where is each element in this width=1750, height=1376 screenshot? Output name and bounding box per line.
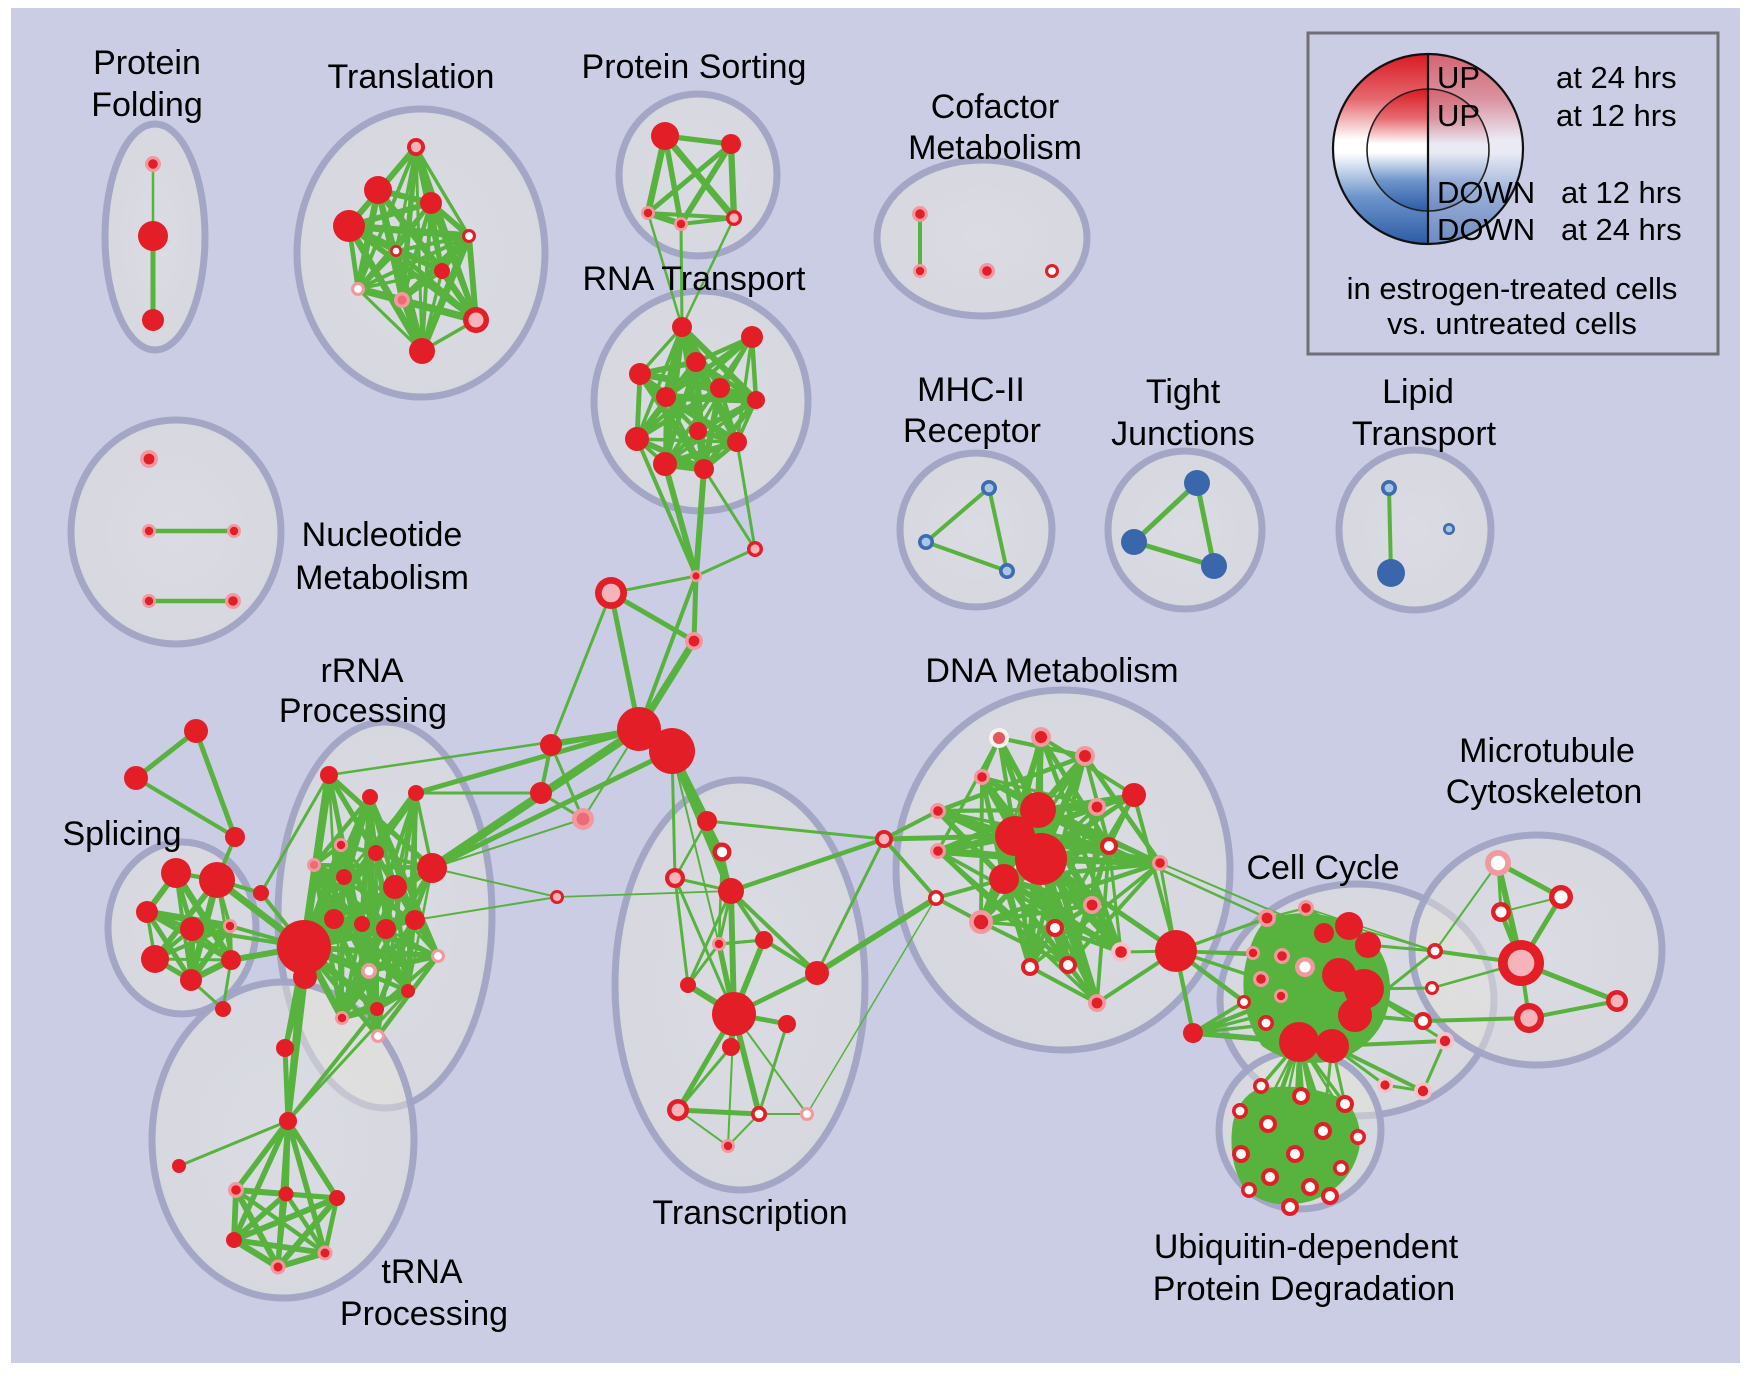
svg-text:DOWN: DOWN xyxy=(1437,212,1535,247)
svg-text:Cytoskeleton: Cytoskeleton xyxy=(1446,773,1643,811)
svg-text:Tight: Tight xyxy=(1146,373,1221,411)
svg-text:at 24 hrs: at 24 hrs xyxy=(1561,212,1682,247)
svg-text:UP: UP xyxy=(1437,98,1480,133)
svg-text:Protein Sorting: Protein Sorting xyxy=(582,48,807,86)
svg-text:Metabolism: Metabolism xyxy=(295,559,469,597)
svg-text:Cell Cycle: Cell Cycle xyxy=(1246,849,1399,887)
svg-text:Protein Degradation: Protein Degradation xyxy=(1153,1270,1455,1308)
svg-text:Translation: Translation xyxy=(328,58,495,96)
svg-text:DOWN: DOWN xyxy=(1437,175,1535,210)
svg-text:Folding: Folding xyxy=(91,86,203,124)
svg-text:Nucleotide: Nucleotide xyxy=(302,516,463,554)
svg-text:at 12 hrs: at 12 hrs xyxy=(1556,98,1677,133)
svg-text:DNA Metabolism: DNA Metabolism xyxy=(925,652,1178,690)
svg-text:Splicing: Splicing xyxy=(62,815,181,853)
svg-text:tRNA: tRNA xyxy=(381,1253,463,1291)
svg-text:UP: UP xyxy=(1437,60,1480,95)
svg-text:Receptor: Receptor xyxy=(903,412,1041,450)
svg-text:Cofactor: Cofactor xyxy=(931,88,1060,126)
svg-text:in estrogen-treated cells: in estrogen-treated cells xyxy=(1347,271,1678,306)
svg-text:Metabolism: Metabolism xyxy=(908,129,1082,167)
svg-text:Junctions: Junctions xyxy=(1111,415,1255,453)
svg-text:at 24 hrs: at 24 hrs xyxy=(1556,60,1677,95)
svg-text:Transport: Transport xyxy=(1352,415,1497,453)
svg-text:Processing: Processing xyxy=(340,1295,508,1333)
svg-text:RNA Transport: RNA Transport xyxy=(583,260,807,298)
svg-text:Transcription: Transcription xyxy=(652,1194,847,1232)
svg-text:MHC-II: MHC-II xyxy=(917,371,1025,409)
svg-text:Lipid: Lipid xyxy=(1382,373,1454,411)
svg-text:at 12 hrs: at 12 hrs xyxy=(1561,175,1682,210)
svg-text:Ubiquitin-dependent: Ubiquitin-dependent xyxy=(1154,1228,1459,1266)
svg-text:vs. untreated cells: vs. untreated cells xyxy=(1387,306,1637,341)
svg-text:Microtubule: Microtubule xyxy=(1459,732,1635,770)
svg-text:Processing: Processing xyxy=(279,692,447,730)
svg-text:rRNA: rRNA xyxy=(320,652,403,690)
svg-text:Protein: Protein xyxy=(93,44,201,82)
